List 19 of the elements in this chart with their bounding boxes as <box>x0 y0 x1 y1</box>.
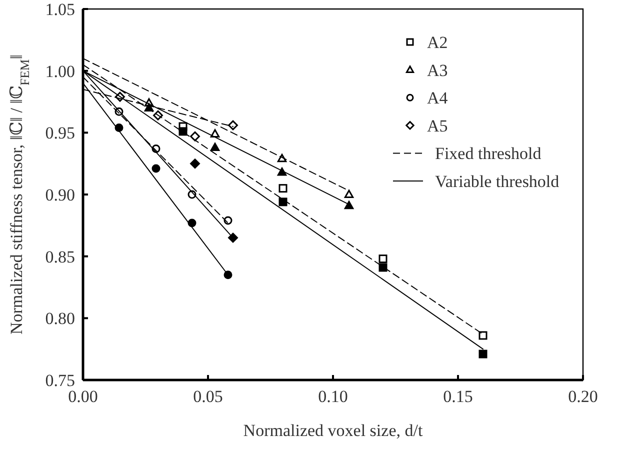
x-tick-label: 0.05 <box>193 387 223 406</box>
y-tick-label: 0.95 <box>45 124 75 143</box>
x-tick-label: 0.00 <box>68 387 98 406</box>
legend-label: Variable threshold <box>435 172 560 191</box>
x-axis-title: Normalized voxel size, d/t <box>243 421 423 440</box>
y-tick-label: 1.00 <box>45 62 75 81</box>
legend-label: A2 <box>427 32 448 52</box>
y-tick-label: 0.80 <box>45 309 75 328</box>
legend-label: A4 <box>427 88 448 108</box>
y-tick-label: 0.90 <box>45 185 75 204</box>
legend-label: Fixed threshold <box>435 144 542 164</box>
y-tick-label: 0.75 <box>45 370 75 390</box>
x-tick-label: 0.15 <box>443 387 473 406</box>
x-tick-label: 0.10 <box>318 387 348 406</box>
x-tick-label: 0.20 <box>568 387 598 406</box>
legend-label: A3 <box>427 60 448 80</box>
y-tick-label: 1.05 <box>45 0 75 19</box>
y-tick-label: 0.85 <box>45 247 75 266</box>
legend-label: A5 <box>427 116 448 136</box>
